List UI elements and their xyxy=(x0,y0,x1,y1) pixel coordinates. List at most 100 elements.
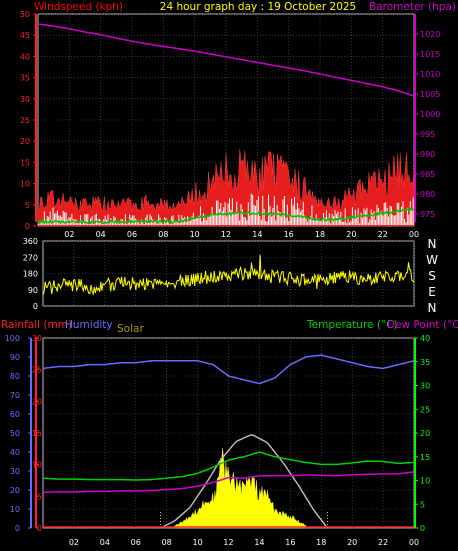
dewpoint-series xyxy=(42,471,415,494)
humidity-tick-label: 20 xyxy=(10,486,20,495)
legend-rainfall: Rainfall (mm) xyxy=(1,319,72,331)
x-tick-label: 02 xyxy=(64,230,74,239)
humidity-tick-label: 60 xyxy=(10,410,20,419)
x-tick-label-bottom: 22 xyxy=(378,538,388,547)
solar-series xyxy=(174,448,307,529)
x-tick-label: 08 xyxy=(158,230,168,239)
x-tick-label-bottom: 16 xyxy=(285,538,295,547)
temp-tick-label: 40 xyxy=(420,334,430,343)
baro-tick-label: 1010 xyxy=(420,70,440,79)
x-tick-label: 12 xyxy=(221,230,231,239)
baro-tick-label: 1000 xyxy=(420,110,440,119)
x-tick-label: 00 xyxy=(409,230,419,239)
dir-right-label-n1: N xyxy=(428,237,437,251)
wind-tick-label: 35 xyxy=(20,74,30,83)
barometer-axis-title: Barometer (hpa) xyxy=(369,1,456,13)
wind-tick-label: 30 xyxy=(20,95,30,104)
temp-tick-label: 0 xyxy=(420,524,425,533)
direction-series xyxy=(42,254,415,296)
rain-tick-label: 0 xyxy=(37,524,42,533)
wind-tick-label: 45 xyxy=(20,31,30,40)
dir-right-label-n2: N xyxy=(428,301,437,315)
temp-tick-label: 25 xyxy=(420,405,430,414)
wind-tick-label: 5 xyxy=(25,201,30,210)
wind-average-series xyxy=(37,207,415,225)
x-tick-label-bottom: 14 xyxy=(254,538,264,547)
rain-tick-label: 5 xyxy=(37,492,42,501)
x-tick-label: 04 xyxy=(96,230,106,239)
dir-tick-label: 0 xyxy=(33,302,38,311)
humidity-tick-label: 0 xyxy=(15,524,20,533)
x-tick-label-bottom: 02 xyxy=(69,538,79,547)
humidity-tick-label: 40 xyxy=(10,448,20,457)
legend-dewpoint: Dew Point (°C) xyxy=(387,319,458,331)
temp-tick-label: 35 xyxy=(420,358,430,367)
baro-tick-label: 995 xyxy=(420,130,435,139)
wind-tick-label: 10 xyxy=(20,180,30,189)
legend-temperature: Temperature (°C) xyxy=(306,319,398,331)
dir-tick-label: 90 xyxy=(28,286,38,295)
rain-tick-label: 30 xyxy=(32,334,42,343)
x-tick-label: 20 xyxy=(346,230,356,239)
dir-right-label-s: S xyxy=(428,269,436,283)
temp-tick-label: 10 xyxy=(420,477,430,486)
rain-tick-label: 10 xyxy=(32,461,42,470)
windspeed-axis-title: Windspeed (kph) xyxy=(34,1,123,13)
x-tick-label-bottom: 20 xyxy=(347,538,357,547)
x-tick-label: 10 xyxy=(190,230,200,239)
humidity-tick-label: 50 xyxy=(10,429,20,438)
wind-tick-label: 50 xyxy=(20,10,30,19)
rain-tick-label: 25 xyxy=(32,366,42,375)
x-tick-label-bottom: 00 xyxy=(409,538,419,547)
x-tick-label-bottom: 04 xyxy=(100,538,110,547)
humidity-tick-label: 30 xyxy=(10,467,20,476)
wind-tick-label: 20 xyxy=(20,137,30,146)
dir-tick-label: 360 xyxy=(23,237,38,246)
wind-tick-label: 0 xyxy=(25,222,30,231)
x-tick-label-bottom: 08 xyxy=(162,538,172,547)
dir-right-label-e: E xyxy=(428,285,436,299)
humidity-tick-label: 10 xyxy=(10,505,20,514)
barometer-series xyxy=(37,23,415,97)
rain-tick-label: 20 xyxy=(32,397,42,406)
wind-tick-label: 25 xyxy=(20,116,30,125)
solar-theory-series xyxy=(160,434,328,529)
x-tick-label-bottom: 12 xyxy=(223,538,233,547)
x-tick-label-bottom: 06 xyxy=(131,538,141,547)
humidity-tick-label: 80 xyxy=(10,372,20,381)
humidity-tick-label: 100 xyxy=(5,334,20,343)
x-tick-label: 16 xyxy=(284,230,294,239)
humidity-series xyxy=(42,354,415,385)
baro-tick-label: 1020 xyxy=(420,30,440,39)
baro-tick-label: 1005 xyxy=(420,90,440,99)
temp-tick-label: 20 xyxy=(420,429,430,438)
baro-tick-label: 985 xyxy=(420,170,435,179)
dir-right-label-w: W xyxy=(426,253,438,267)
dir-tick-label: 180 xyxy=(23,270,38,279)
x-tick-label: 18 xyxy=(315,230,325,239)
x-tick-label: 22 xyxy=(378,230,388,239)
humidity-tick-label: 70 xyxy=(10,391,20,400)
wind-tick-label: 15 xyxy=(20,158,30,167)
baro-tick-label: 990 xyxy=(420,150,435,159)
x-tick-label-bottom: 18 xyxy=(316,538,326,547)
temp-tick-label: 30 xyxy=(420,382,430,391)
windgust-series xyxy=(37,148,415,227)
baro-tick-label: 980 xyxy=(420,190,435,199)
temp-tick-label: 5 xyxy=(420,500,425,509)
baro-tick-label: 1015 xyxy=(420,50,440,59)
chart-title: 24 hour graph day : 19 October 2025 xyxy=(160,1,356,13)
legend-humidity: Humidity xyxy=(65,319,113,331)
humidity-tick-label: 90 xyxy=(10,353,20,362)
x-tick-label: 14 xyxy=(252,230,262,239)
rain-tick-label: 15 xyxy=(32,429,42,438)
x-tick-label-bottom: 10 xyxy=(192,538,202,547)
dir-tick-label: 270 xyxy=(23,253,38,262)
temperature-series xyxy=(42,451,415,481)
legend-solar: Solar xyxy=(117,323,144,335)
baro-tick-label: 975 xyxy=(420,210,435,219)
x-tick-label: 06 xyxy=(127,230,137,239)
temp-tick-label: 15 xyxy=(420,453,430,462)
wind-tick-label: 40 xyxy=(20,52,30,61)
